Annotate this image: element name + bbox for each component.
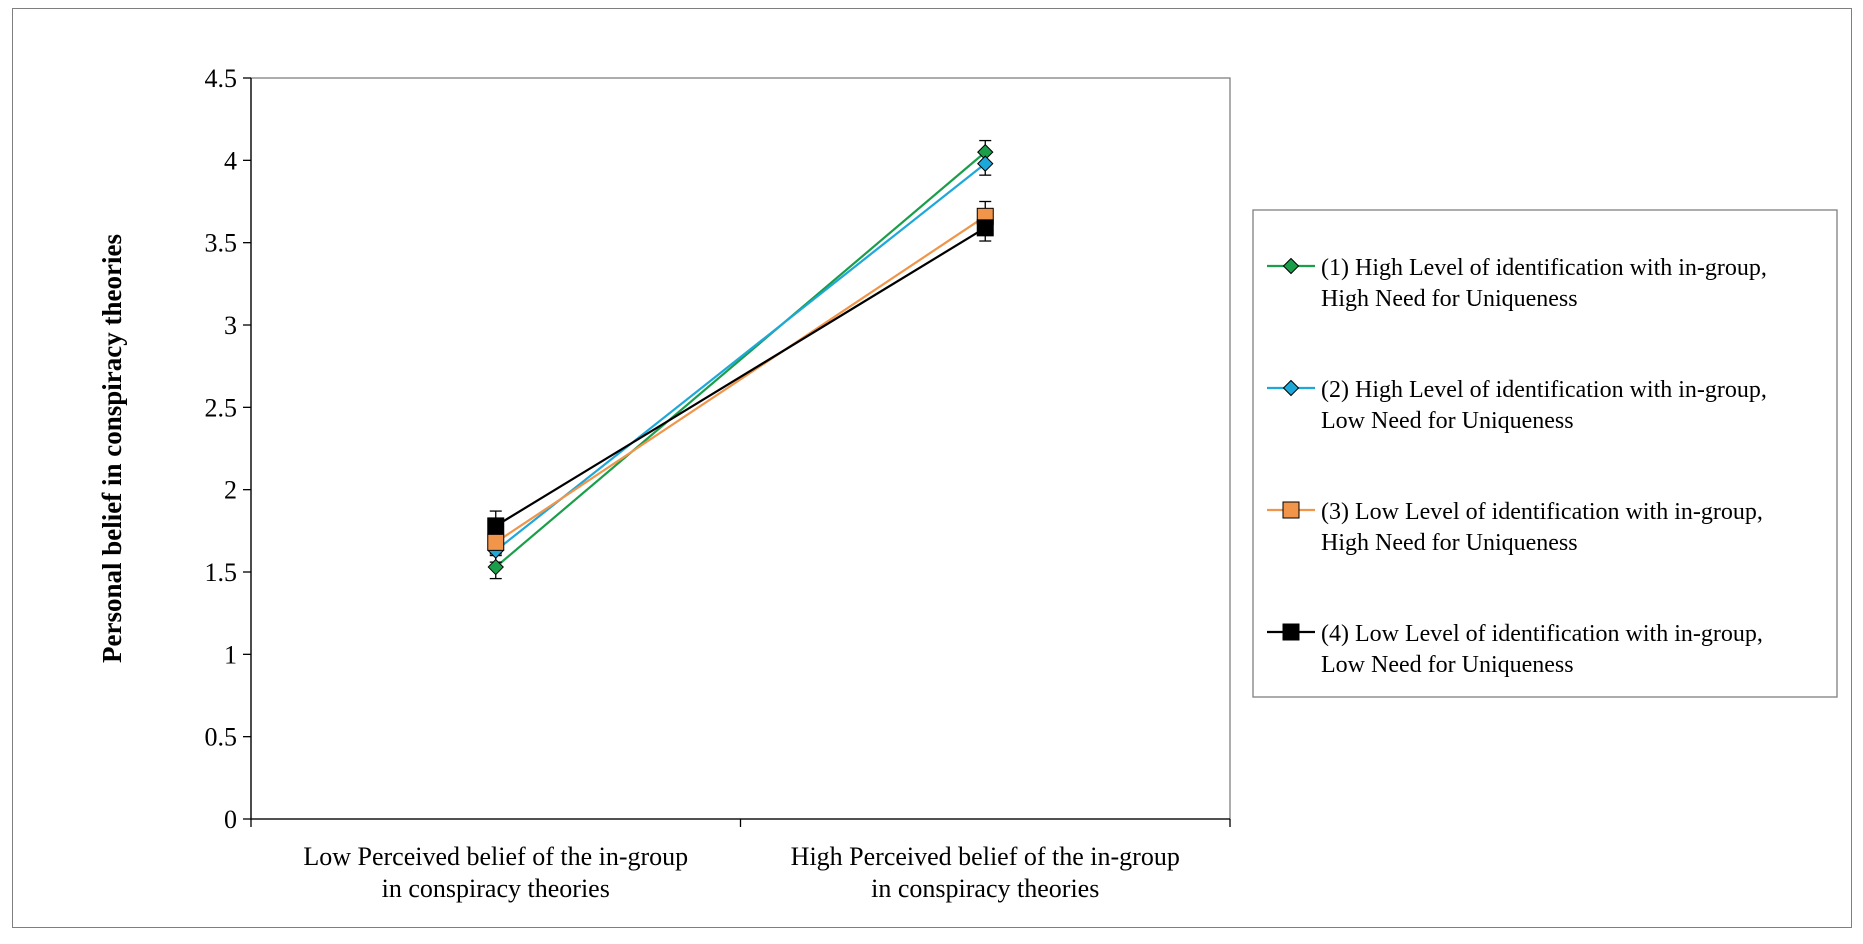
data-point [977,155,994,172]
legend-label: (3) Low Level of identification with in-… [1321,499,1763,556]
series-line [495,162,986,552]
series-line [495,226,986,527]
y-tick-label: 0.5 [205,723,238,752]
chart-frame: 0 0.5 1 1.5 2 2.5 3 3.5 4 4.5 Low Perceived belief… [12,8,1852,928]
data-point [976,219,994,237]
axes: 0 0.5 1 1.5 2 2.5 3 3.5 4 4.5 Low Perceived belief… [97,64,1231,903]
data-point [487,517,505,535]
y-tick-label: 4 [224,146,237,175]
x-tick-label: High Perceived belief of the in-group in … [791,842,1180,903]
legend-label: (2) High Level of identification with in… [1321,377,1767,434]
x-tick-label-line: in conspiracy theories [871,874,1099,903]
y-tick-label: 4.5 [205,64,238,93]
y-tick-label: 2 [224,476,237,505]
legend-label-line: (1) High Level of identification with in… [1321,255,1767,281]
legend-marker [1282,501,1300,519]
data-point [487,558,504,576]
series-2 [489,151,992,563]
plot-area-border [250,77,1231,820]
y-tick-label: 3 [224,311,237,340]
series-group [487,139,994,580]
y-tick-label: 1.5 [205,558,238,587]
x-tick-label-line: Low Perceived belief of the in-group [303,842,688,871]
series-line [495,215,986,544]
legend-label-line: (2) High Level of identification with in… [1321,377,1767,403]
legend-marker [1282,379,1300,397]
legend-label-line: Low Need for Uniqueness [1321,408,1574,434]
y-axis-title: Personal belief in conspiracy theories [97,234,127,663]
legend: (1) High Level of identification with in… [1252,209,1838,698]
legend-label-line: (4) Low Level of identification with in-… [1321,621,1763,647]
legend-label-line: Low Need for Uniqueness [1321,652,1574,678]
plot-area [250,77,1231,820]
data-point [487,533,505,551]
y-tick-label: 1 [224,640,237,669]
series-line [495,151,986,568]
legend-marker [1282,623,1300,641]
legend-label: (4) Low Level of identification with in-… [1321,621,1763,678]
x-tick-label-line: High Perceived belief of the in-group [791,842,1180,871]
legend-entry-1: (1) High Level of identification with in… [1267,255,1767,312]
y-tick-label: 0 [224,805,237,834]
legend-box [1252,209,1838,698]
legend-label-line: (3) Low Level of identification with in-… [1321,499,1763,525]
legend-entry-4: (4) Low Level of identification with in-… [1267,621,1763,678]
series-4-markers [487,219,994,535]
legend-label-line: High Need for Uniqueness [1321,530,1578,556]
x-tick-label: Low Perceived belief of the in-group in c… [303,842,688,903]
legend-marker [1282,257,1300,275]
legend-label: (1) High Level of identification with in… [1321,255,1767,312]
line-chart: 0 0.5 1 1.5 2 2.5 3 3.5 4 4.5 Low Perceived belief… [97,64,1838,903]
legend-label-line: High Need for Uniqueness [1321,286,1578,312]
x-tick-label-line: in conspiracy theories [382,874,610,903]
y-tick-label: 2.5 [205,393,238,422]
legend-entry-3: (3) Low Level of identification with in-… [1267,499,1763,556]
series-1 [489,139,992,580]
y-tick-label: 3.5 [205,229,238,258]
legend-entry-2: (2) High Level of identification with in… [1267,377,1767,434]
